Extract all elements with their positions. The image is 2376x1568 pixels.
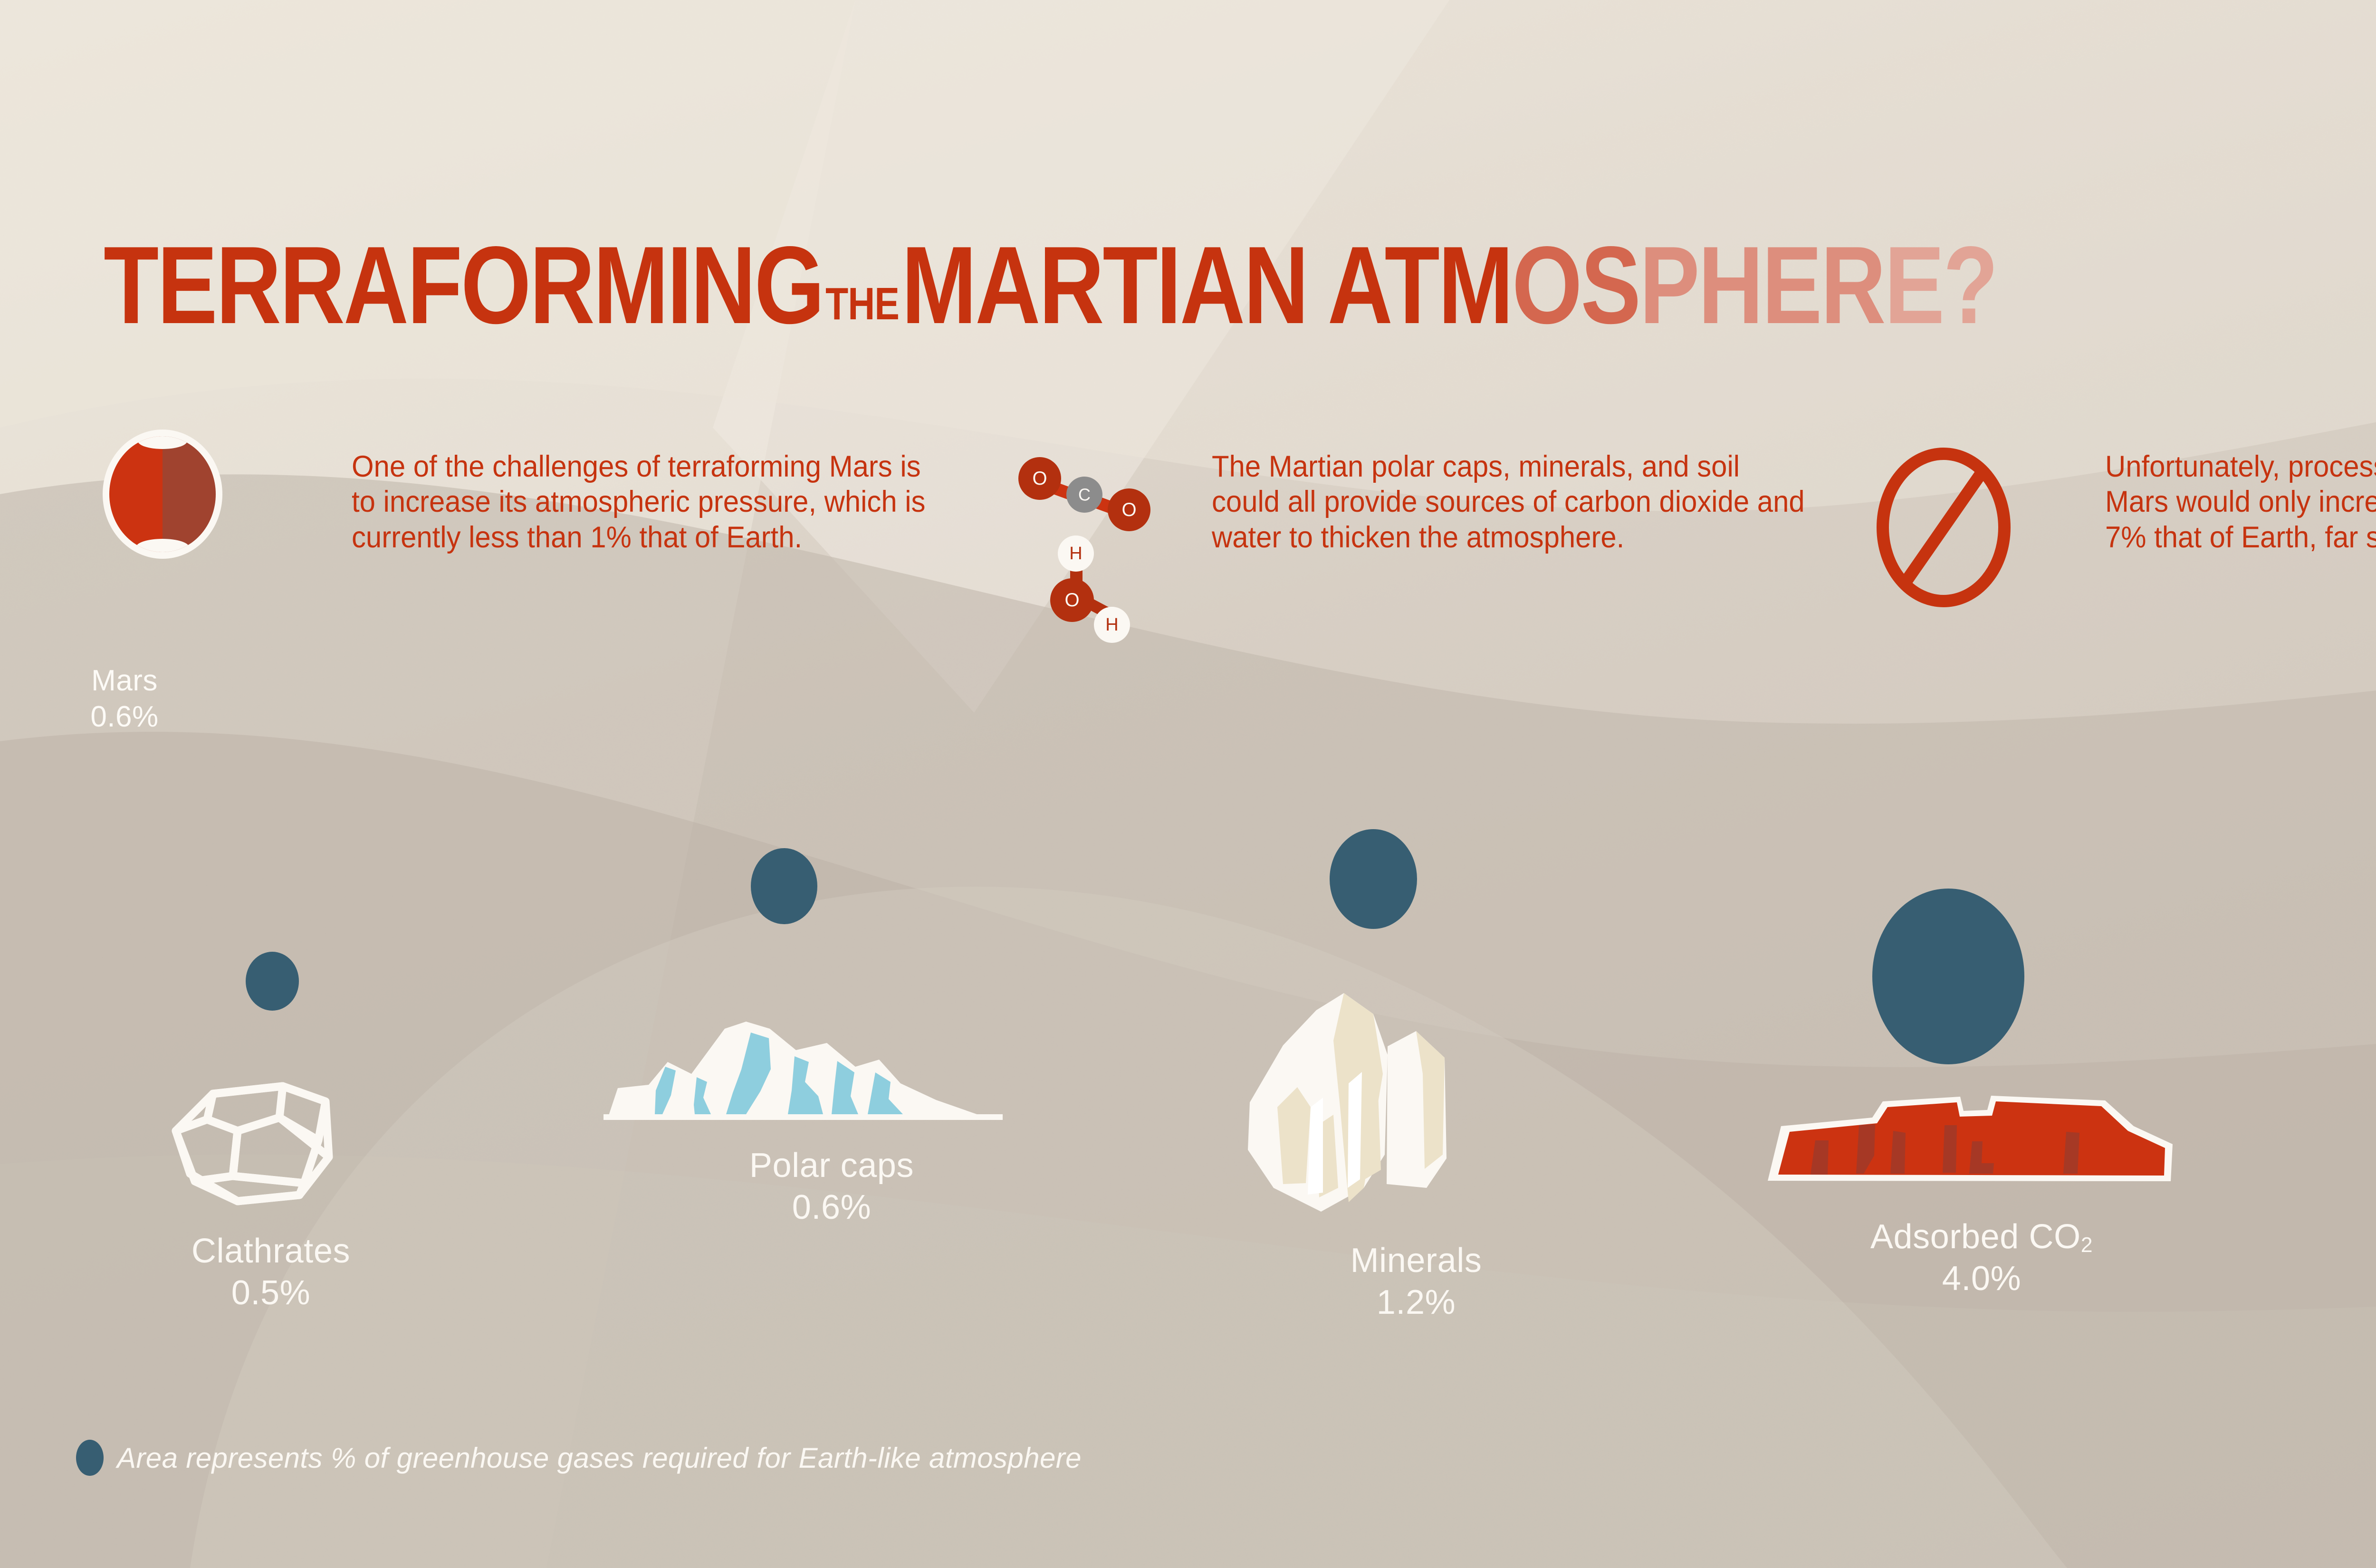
svg-text:O: O — [1064, 590, 1079, 611]
polar-caps-area-circle — [739, 841, 829, 931]
list-item: Minerals 1.2% — [1202, 822, 1630, 1364]
title-part-3: OS — [1512, 230, 1639, 341]
list-item: Adsorbed CO2 4.0% — [1730, 870, 2233, 1416]
svg-text:H: H — [1105, 615, 1118, 635]
title-the: THE — [823, 281, 901, 327]
minerals-area-circle — [1316, 822, 1435, 941]
co2-water-molecule-icon: O O C H O H — [1007, 454, 1183, 644]
item-value: 0.6% — [749, 1187, 914, 1229]
infographic-canvas: TERRAFORMINGTHEMARTIAN ATMOSPHERE? Mars … — [0, 0, 2376, 1568]
ice-mountain-icon — [604, 972, 1003, 1124]
title-part-2: MARTIAN ATM — [901, 230, 1512, 341]
legend-dot-icon — [76, 1440, 104, 1476]
mars-label-text: Mars — [53, 663, 196, 699]
intro-paragraph-2: The Martian polar caps, minerals, and so… — [1212, 449, 1808, 555]
item-label: Minerals — [1351, 1242, 1482, 1280]
item-value: 4.0% — [1870, 1258, 2093, 1300]
mars-icon-label: Mars 0.6% — [53, 663, 196, 735]
mars-label-value: 0.6% — [53, 699, 196, 735]
intro-paragraph-3: Unfortunately, processing all sources av… — [2105, 449, 2376, 555]
legend-text: Area represents % of greenhouse gases re… — [117, 1442, 1082, 1474]
svg-text:C: C — [1078, 485, 1091, 505]
item-label: Adsorbed CO — [1870, 1218, 2081, 1256]
intro-paragraph-1: One of the challenges of terraforming Ma… — [352, 449, 939, 555]
title-part-1: TERRAFORMING — [104, 230, 823, 341]
item-value: 0.5% — [192, 1272, 350, 1314]
item-label: Clathrates — [192, 1232, 350, 1270]
svg-text:O: O — [1121, 499, 1136, 520]
item-label: Polar caps — [749, 1147, 914, 1185]
dodecahedron-icon — [162, 1074, 380, 1216]
item-caption: Polar caps 0.6% — [749, 1145, 914, 1229]
mars-sphere-icon — [101, 428, 224, 561]
combined-group-icon — [2371, 1088, 2376, 1330]
svg-text:O: O — [1032, 468, 1047, 489]
page-title: TERRAFORMINGTHEMARTIAN ATMOSPHERE? — [104, 230, 1997, 341]
title-part-4: PHER — [1639, 230, 1884, 341]
list-item: Combined sources 6.9% — [2343, 827, 2376, 1435]
item-label-subscript: 2 — [2081, 1233, 2093, 1257]
list-item: Polar caps 0.6% — [604, 841, 1060, 1340]
item-caption: Adsorbed CO2 4.0% — [1870, 1216, 2093, 1300]
list-item: Clathrates 0.5% — [119, 946, 423, 1373]
crystal-rock-icon — [1221, 965, 1525, 1231]
item-caption: Clathrates 0.5% — [192, 1231, 350, 1314]
title-part-5: E? — [1884, 230, 1997, 341]
item-value: 1.2% — [1351, 1282, 1482, 1324]
red-mesa-icon — [1758, 1055, 2176, 1197]
prohibition-icon — [1872, 447, 2015, 608]
item-caption: Minerals 1.2% — [1351, 1240, 1482, 1324]
clathrates-area-circle — [237, 946, 308, 1017]
svg-text:H: H — [1069, 544, 1082, 564]
legend: Area represents % of greenhouse gases re… — [76, 1440, 1082, 1476]
